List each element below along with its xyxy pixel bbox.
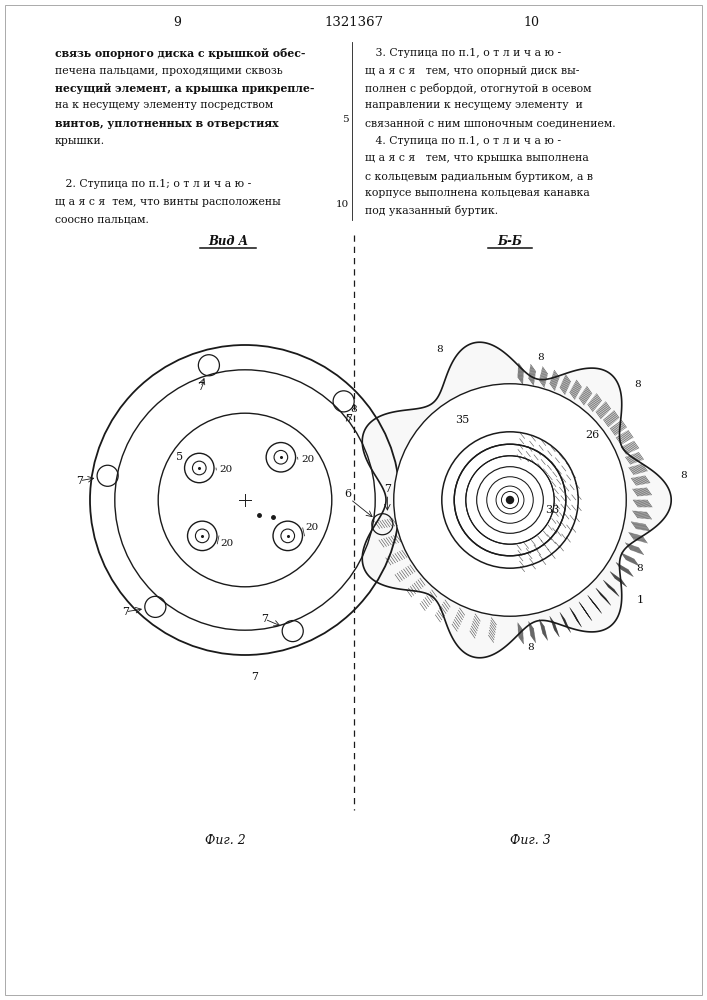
Text: 7: 7 bbox=[384, 484, 391, 494]
Text: 7: 7 bbox=[76, 476, 83, 486]
Text: 5: 5 bbox=[176, 452, 183, 462]
Text: на к несущему элементу посредством: на к несущему элементу посредством bbox=[55, 101, 273, 110]
Text: 7: 7 bbox=[345, 414, 352, 424]
Text: 9: 9 bbox=[173, 15, 181, 28]
Text: направлении к несущему элементу  и: направлении к несущему элементу и bbox=[365, 101, 583, 110]
Text: Вид А: Вид А bbox=[208, 235, 248, 248]
Text: полнен с ребордой, отогнутой в осевом: полнен с ребордой, отогнутой в осевом bbox=[365, 83, 592, 94]
Text: щ а я с я   тем, что опорный диск вы-: щ а я с я тем, что опорный диск вы- bbox=[365, 66, 579, 76]
Circle shape bbox=[394, 384, 626, 616]
Text: связанной с ним шпоночным соединением.: связанной с ним шпоночным соединением. bbox=[365, 118, 616, 128]
Text: 8: 8 bbox=[350, 405, 357, 414]
Text: Б-Б: Б-Б bbox=[498, 235, 522, 248]
Text: 8: 8 bbox=[436, 345, 443, 354]
Text: Фиг. 3: Фиг. 3 bbox=[510, 834, 550, 846]
Polygon shape bbox=[362, 342, 671, 658]
Text: 8: 8 bbox=[680, 471, 686, 480]
Text: 10: 10 bbox=[336, 200, 349, 209]
Text: винтов, уплотненных в отверстиях: винтов, уплотненных в отверстиях bbox=[55, 118, 279, 129]
Text: 7: 7 bbox=[122, 607, 129, 617]
Text: 8: 8 bbox=[537, 353, 544, 362]
Text: 20: 20 bbox=[305, 523, 319, 532]
Text: щ а я с я  тем, что винты расположены: щ а я с я тем, что винты расположены bbox=[55, 197, 281, 207]
Text: 35: 35 bbox=[455, 415, 469, 425]
Text: 2. Ступица по п.1; о т л и ч а ю -: 2. Ступица по п.1; о т л и ч а ю - bbox=[55, 179, 251, 189]
Text: 10: 10 bbox=[523, 15, 539, 28]
Text: крышки.: крышки. bbox=[55, 135, 105, 145]
Text: 1321367: 1321367 bbox=[325, 15, 384, 28]
Text: с кольцевым радиальным буртиком, а в: с кольцевым радиальным буртиком, а в bbox=[365, 170, 593, 182]
Text: 4. Ступица по п.1, о т л и ч а ю -: 4. Ступица по п.1, о т л и ч а ю - bbox=[365, 135, 561, 145]
Text: 7: 7 bbox=[252, 672, 259, 682]
Text: несущий элемент, а крышка прикрепле-: несущий элемент, а крышка прикрепле- bbox=[55, 83, 315, 94]
Text: 20: 20 bbox=[301, 455, 314, 464]
Circle shape bbox=[506, 496, 513, 504]
Text: 3. Ступица по п.1, о т л и ч а ю -: 3. Ступица по п.1, о т л и ч а ю - bbox=[365, 48, 561, 58]
Text: 26: 26 bbox=[585, 430, 599, 440]
Text: под указанный буртик.: под указанный буртик. bbox=[365, 206, 498, 217]
Text: 7: 7 bbox=[261, 614, 268, 624]
Text: 8: 8 bbox=[635, 380, 641, 389]
Text: Фиг. 2: Фиг. 2 bbox=[204, 834, 245, 846]
Text: соосно пальцам.: соосно пальцам. bbox=[55, 214, 149, 224]
Text: связь опорного диска с крышкой обес-: связь опорного диска с крышкой обес- bbox=[55, 48, 305, 59]
Text: 20: 20 bbox=[221, 539, 233, 548]
Text: щ а я с я   тем, что крышка выполнена: щ а я с я тем, что крышка выполнена bbox=[365, 153, 589, 163]
Text: 20: 20 bbox=[219, 465, 233, 474]
Text: 1: 1 bbox=[636, 595, 643, 605]
Circle shape bbox=[467, 457, 554, 543]
Text: 5: 5 bbox=[342, 114, 349, 123]
Text: 33: 33 bbox=[545, 505, 559, 515]
Text: корпусе выполнена кольцевая канавка: корпусе выполнена кольцевая канавка bbox=[365, 188, 590, 198]
Text: 8: 8 bbox=[527, 643, 534, 652]
Text: 7: 7 bbox=[197, 382, 204, 392]
Text: 6: 6 bbox=[344, 489, 351, 499]
Text: 8: 8 bbox=[636, 564, 643, 573]
Text: печена пальцами, проходящими сквозь: печена пальцами, проходящими сквозь bbox=[55, 66, 283, 76]
